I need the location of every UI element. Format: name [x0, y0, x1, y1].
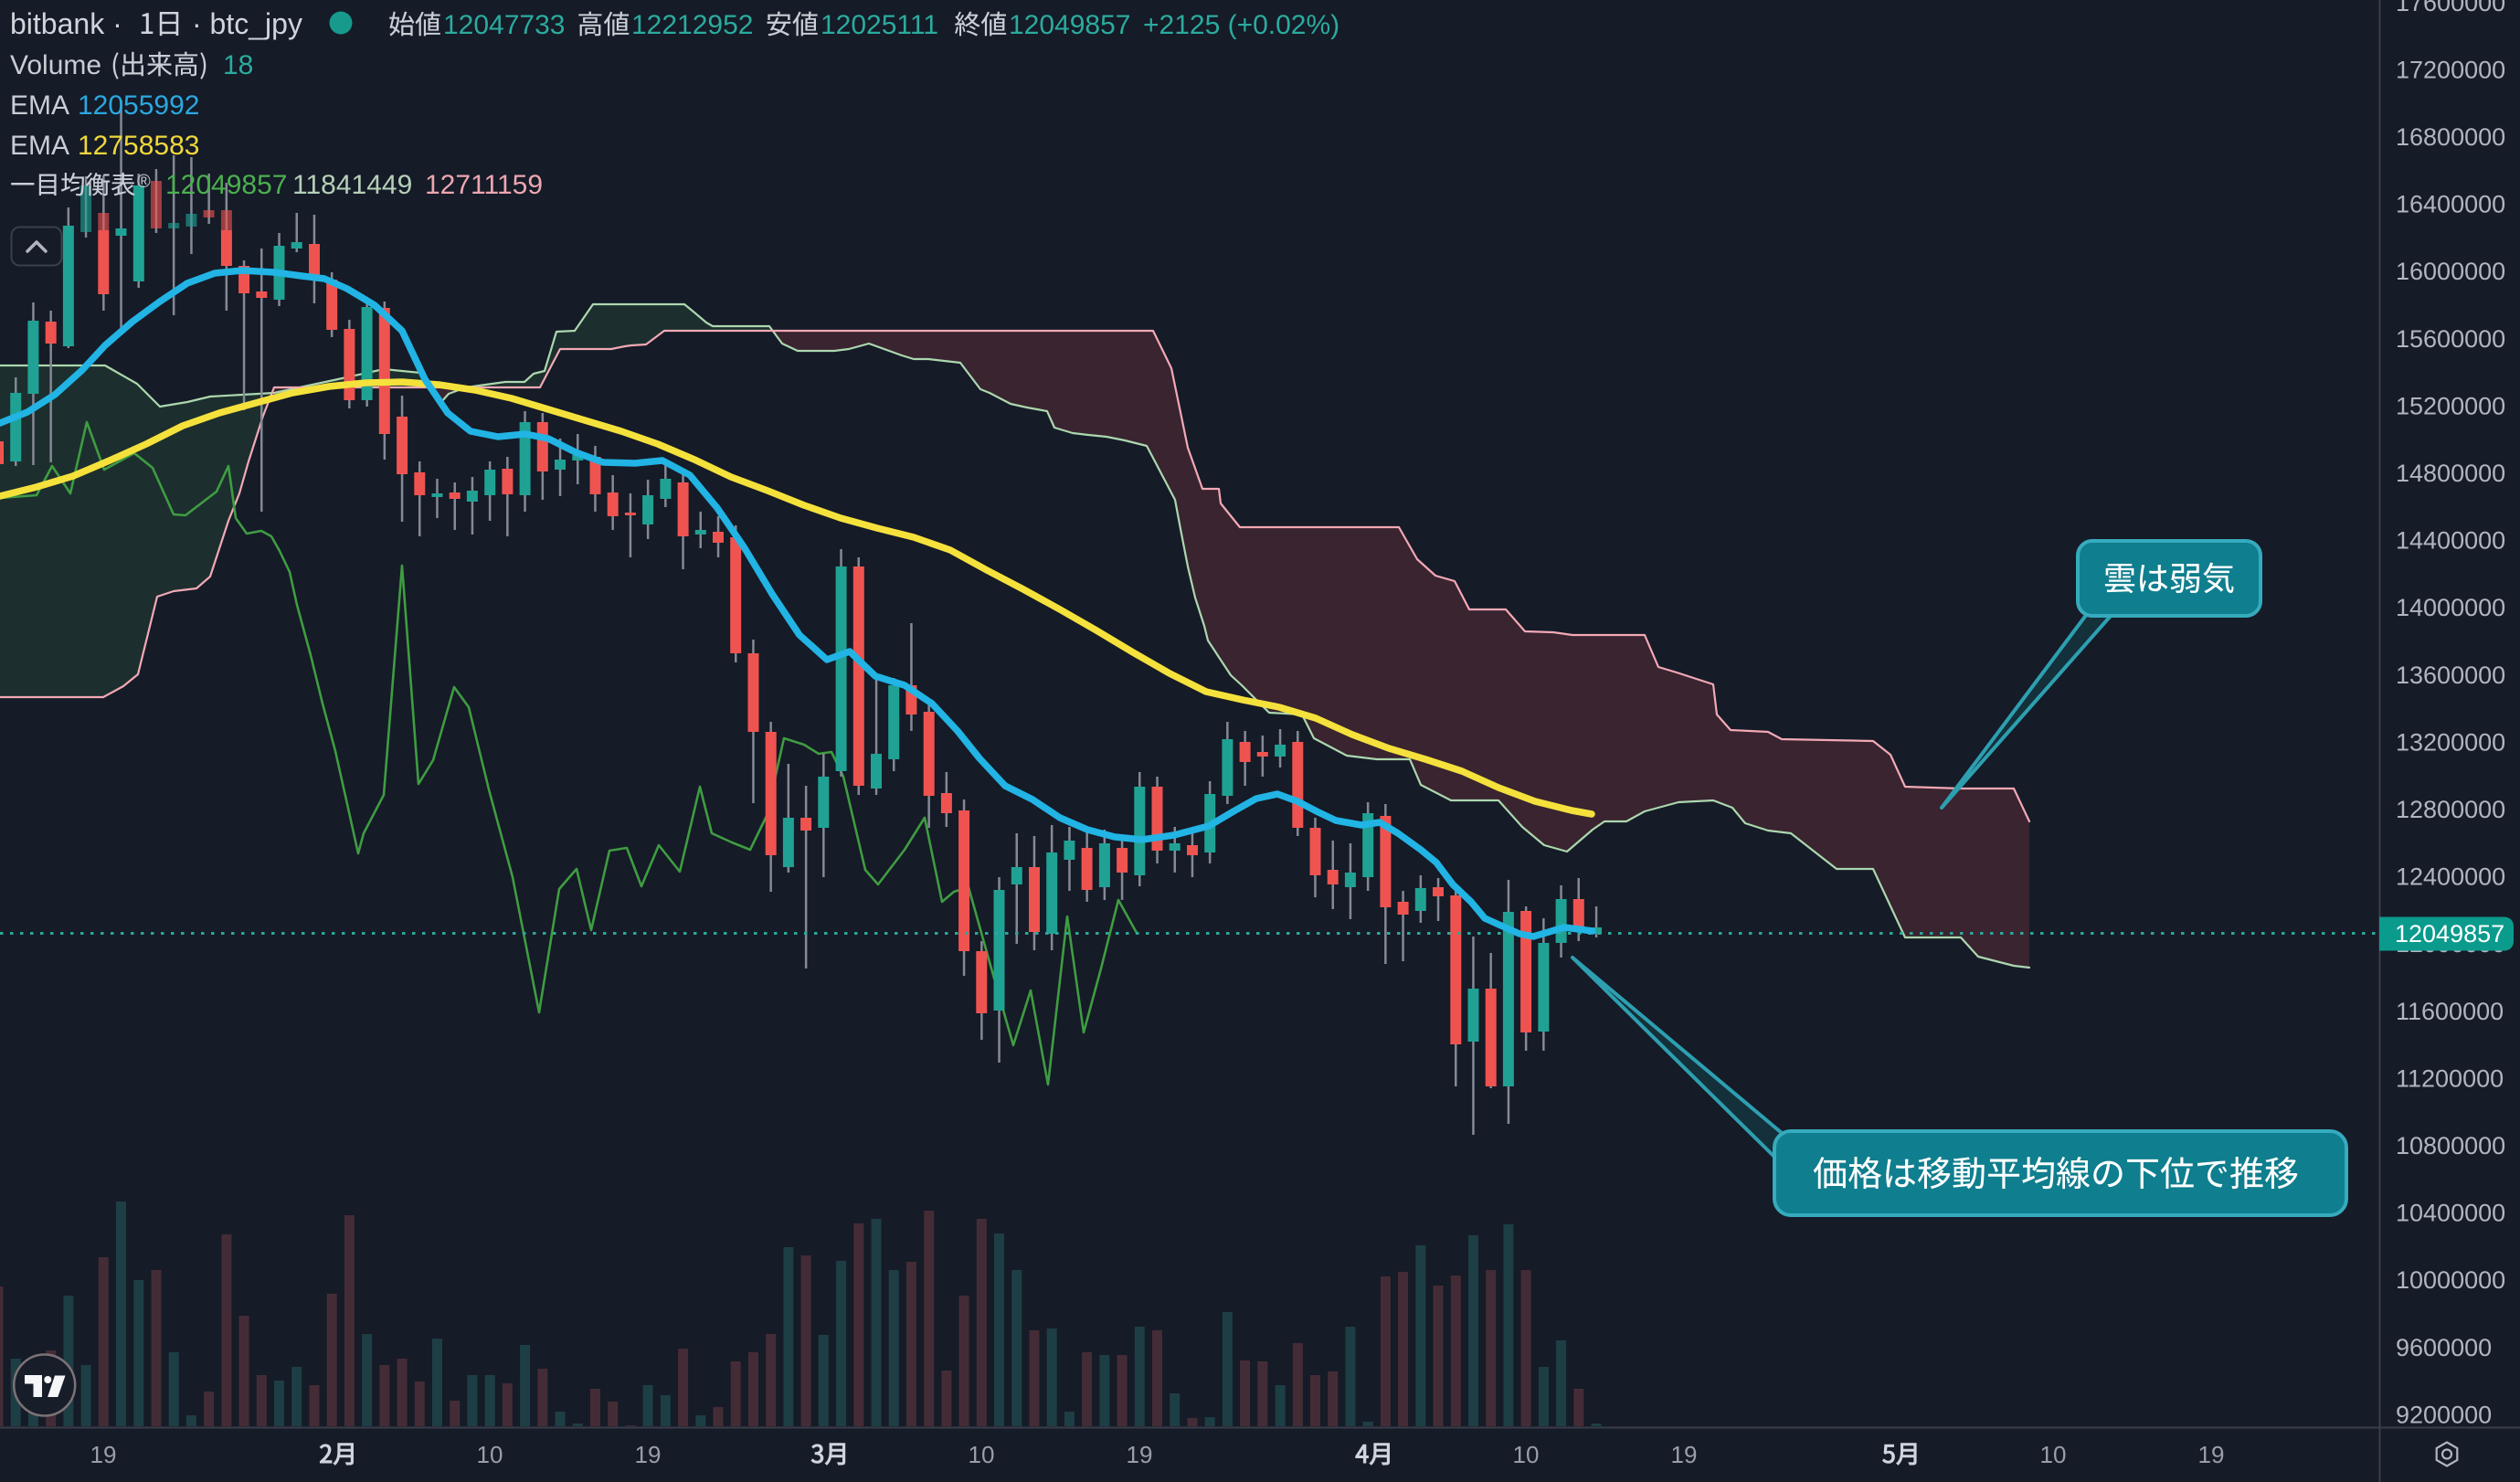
svg-text:9600000: 9600000 — [2396, 1334, 2492, 1361]
svg-text:12212952: 12212952 — [631, 10, 753, 40]
svg-text:16800000: 16800000 — [2396, 123, 2505, 151]
svg-text:EMA: EMA — [10, 131, 69, 161]
svg-text:12025111: 12025111 — [821, 10, 938, 40]
svg-text:bitbank ·: bitbank · — [10, 7, 122, 40]
svg-text:11841449: 11841449 — [292, 170, 412, 200]
svg-text:16400000: 16400000 — [2396, 191, 2505, 218]
svg-text:EMA: EMA — [10, 90, 69, 121]
svg-text:12049857: 12049857 — [165, 170, 287, 200]
svg-text:12800000: 12800000 — [2396, 796, 2505, 823]
svg-text:19: 19 — [635, 1441, 662, 1468]
svg-text:19: 19 — [90, 1441, 117, 1468]
svg-text:18: 18 — [223, 50, 253, 80]
svg-text:10: 10 — [1513, 1441, 1540, 1468]
svg-text:10: 10 — [477, 1441, 503, 1468]
svg-text:15600000: 15600000 — [2396, 325, 2505, 353]
svg-text:10400000: 10400000 — [2396, 1200, 2505, 1227]
svg-text:15200000: 15200000 — [2396, 392, 2505, 419]
svg-text:17600000: 17600000 — [2396, 0, 2505, 16]
svg-text:19: 19 — [1671, 1441, 1698, 1468]
svg-text:10: 10 — [2040, 1441, 2067, 1468]
svg-text:12049857: 12049857 — [2395, 920, 2504, 947]
svg-text:12047733: 12047733 — [443, 10, 565, 40]
svg-text:12049857: 12049857 — [1009, 10, 1130, 40]
svg-text:12400000: 12400000 — [2396, 863, 2505, 891]
svg-text:9200000: 9200000 — [2396, 1401, 2492, 1428]
svg-text:12758583: 12758583 — [78, 131, 199, 161]
svg-text:14400000: 14400000 — [2396, 527, 2505, 555]
svg-text:· btc_jpy: · btc_jpy — [192, 7, 302, 40]
svg-text:14000000: 14000000 — [2396, 594, 2505, 621]
svg-text:®: ® — [137, 172, 151, 192]
svg-text:Volume: Volume — [10, 50, 101, 80]
svg-text:13600000: 13600000 — [2396, 662, 2505, 689]
svg-text:14800000: 14800000 — [2396, 460, 2505, 487]
svg-text:11200000: 11200000 — [2396, 1064, 2504, 1092]
svg-text:12711159: 12711159 — [425, 170, 543, 200]
svg-text:12055992: 12055992 — [78, 90, 199, 121]
svg-text:19: 19 — [2198, 1441, 2225, 1468]
svg-text:13200000: 13200000 — [2396, 728, 2505, 756]
svg-text:10: 10 — [969, 1441, 995, 1468]
svg-text:11600000: 11600000 — [2396, 998, 2504, 1025]
svg-text:+2125 (+0.02%): +2125 (+0.02%) — [1143, 10, 1339, 40]
svg-text:10000000: 10000000 — [2396, 1266, 2505, 1294]
svg-text:16000000: 16000000 — [2396, 258, 2505, 285]
svg-text:10800000: 10800000 — [2396, 1132, 2505, 1159]
svg-text:17200000: 17200000 — [2396, 56, 2505, 83]
svg-text:19: 19 — [1127, 1441, 1153, 1468]
